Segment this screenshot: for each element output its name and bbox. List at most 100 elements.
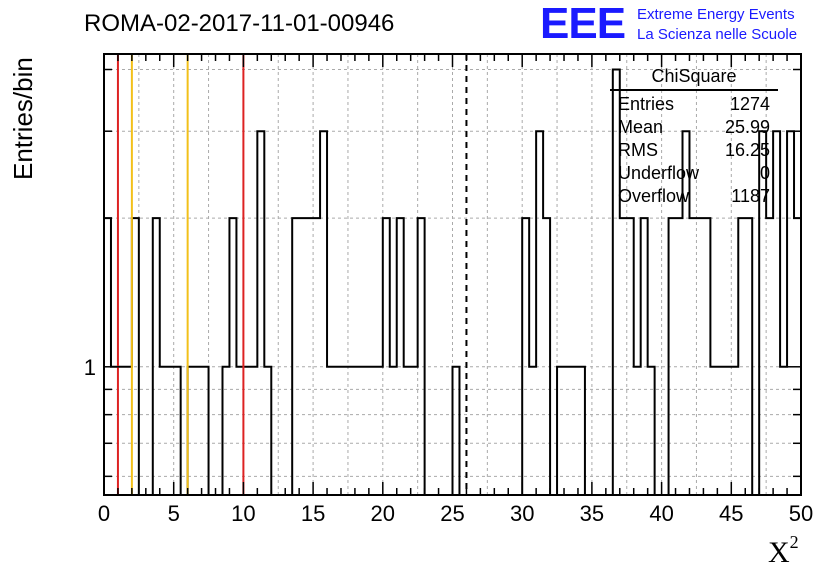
stat-value: 0 <box>759 163 770 183</box>
histogram-bin <box>557 367 564 495</box>
histogram-bin <box>167 367 174 495</box>
y-tick-label: 1 <box>84 355 96 380</box>
histogram-bin <box>724 367 731 495</box>
chart-title: ROMA-02-2017-11-01-00946 <box>84 10 395 37</box>
stat-label: Mean <box>618 117 664 137</box>
x-tick-label: 45 <box>719 501 743 526</box>
histogram-bin <box>390 367 397 495</box>
axis-tick-labels: 0 5 10 15 20 25 30 35 40 45 50 1 <box>84 355 813 526</box>
x-tick-label: 35 <box>580 501 604 526</box>
histogram-bin <box>376 367 383 495</box>
histogram-bin <box>397 218 404 495</box>
histogram-bin <box>222 367 229 495</box>
stat-row-underflow: Underflow 0 <box>610 162 778 185</box>
histogram-bin <box>794 218 801 495</box>
histogram-bin <box>703 218 710 495</box>
x-axis-label-base: X <box>768 536 790 569</box>
stat-value: 1187 <box>731 186 770 206</box>
histogram-bin <box>787 131 794 495</box>
histogram-bin <box>731 367 738 495</box>
histogram-bin <box>236 367 243 495</box>
histogram-bin <box>355 367 362 495</box>
histogram-bin <box>529 367 536 495</box>
histogram-bin <box>299 218 306 495</box>
histogram-bin <box>125 367 132 495</box>
histogram-bin <box>411 367 418 495</box>
x-tick-label: 5 <box>168 501 180 526</box>
histogram-bin <box>578 367 585 495</box>
histogram-bin <box>522 218 529 495</box>
stat-row-mean: Mean 25.99 <box>610 116 778 139</box>
histogram-bin <box>174 367 181 495</box>
histogram-bin <box>648 367 655 495</box>
x-tick-label: 30 <box>510 501 534 526</box>
histogram-bin <box>634 367 641 495</box>
histogram-bin <box>341 367 348 495</box>
histogram-bin <box>536 131 543 495</box>
histogram-bin <box>153 218 160 495</box>
histogram-bin <box>306 218 313 495</box>
histogram-bin <box>620 218 627 495</box>
x-axis-label-superscript: 2 <box>789 532 799 552</box>
histogram-bin <box>292 218 299 495</box>
histogram-bin <box>564 367 571 495</box>
histogram-bin <box>369 367 376 495</box>
x-tick-label: 50 <box>789 501 813 526</box>
stat-label: Entries <box>618 94 675 114</box>
x-tick-label: 40 <box>649 501 673 526</box>
histogram-bin <box>745 218 752 495</box>
histogram-bin <box>627 218 634 495</box>
histogram-bin <box>669 218 676 495</box>
histogram-bin <box>250 367 257 495</box>
histogram-bin <box>348 367 355 495</box>
stat-label: Underflow <box>618 163 700 183</box>
histogram-bin <box>132 218 139 495</box>
histogram-bin <box>710 367 717 495</box>
stat-row-rms: RMS 16.25 <box>610 139 778 162</box>
logo-line-2: La Scienza nelle Scuole <box>637 26 798 43</box>
stat-row-entries: Entries 1274 <box>610 93 778 116</box>
histogram-bin <box>188 367 195 495</box>
stat-label: Overflow <box>618 186 690 206</box>
x-tick-label: 20 <box>371 501 395 526</box>
eee-logo-mark: EEE <box>540 0 626 48</box>
histogram-bin <box>543 218 550 495</box>
marker-lines <box>116 54 468 495</box>
histogram-bin <box>313 218 320 495</box>
stat-value: 16.25 <box>724 140 770 160</box>
x-tick-label: 15 <box>301 501 325 526</box>
histogram-bin <box>738 218 745 495</box>
x-tick-label: 0 <box>98 501 110 526</box>
histogram-bin <box>202 367 209 495</box>
stat-value: 25.99 <box>724 117 770 137</box>
histogram-bin <box>689 218 696 495</box>
stats-box: ChiSquare Entries 1274 Mean 25.99 RMS 16… <box>610 66 778 208</box>
histogram-bin <box>334 367 341 495</box>
logo-line-1: Extreme Energy Events <box>637 6 795 23</box>
stat-label: RMS <box>618 140 658 160</box>
histogram-bin <box>111 367 118 495</box>
histogram-bin <box>257 131 264 495</box>
histogram-bin <box>243 367 250 495</box>
axis-ticks <box>103 54 802 495</box>
histogram-bin <box>571 367 578 495</box>
histogram-bin <box>453 367 460 495</box>
histogram-bin <box>717 367 724 495</box>
histogram-bin <box>160 367 167 495</box>
stats-box-title: ChiSquare <box>610 66 778 91</box>
stat-value: 1274 <box>729 94 770 114</box>
histogram-bin <box>418 218 425 495</box>
histogram-bin <box>766 218 773 495</box>
histogram-bin <box>362 367 369 495</box>
histogram-bin <box>676 218 683 495</box>
histogram-bin <box>264 367 271 495</box>
y-axis-label: Entries/bin <box>8 57 38 180</box>
histogram-bin <box>404 367 411 495</box>
histogram-bin <box>104 218 111 495</box>
histogram-bin <box>320 131 327 495</box>
histogram-bin <box>118 367 125 495</box>
stat-row-overflow: Overflow 1187 <box>610 185 778 208</box>
histogram-bin <box>780 367 787 495</box>
histogram-bin <box>195 367 202 495</box>
